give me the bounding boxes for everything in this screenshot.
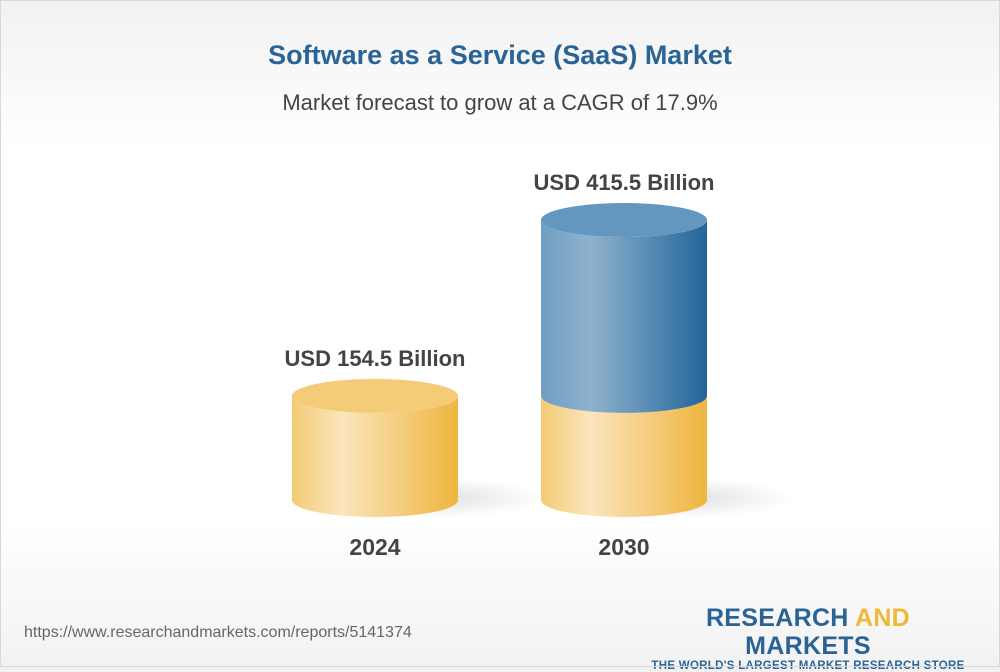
chart-subtitle: Market forecast to grow at a CAGR of 17.… xyxy=(282,90,718,115)
cylinder-growth-segment-2030 xyxy=(541,220,707,413)
logo-text-markets: MARKETS xyxy=(745,632,871,660)
cylinder-top-2030 xyxy=(541,203,707,237)
logo-text-research: RESEARCH xyxy=(705,604,855,632)
cylinder-body-2024 xyxy=(292,395,458,517)
cylinder-base-segment-2030 xyxy=(541,395,707,517)
data-label-2030: USD 415.5 Billion xyxy=(534,170,715,195)
cylinder-top-2024 xyxy=(292,378,458,413)
category-label-2024: 2024 xyxy=(349,534,400,560)
category-label-2030: 2030 xyxy=(598,534,649,560)
logo-tagline: THE WORLD'S LARGEST MARKET RESEARCH STOR… xyxy=(651,660,965,672)
chart-title: Software as a Service (SaaS) Market xyxy=(268,40,732,70)
logo-text-and: AND xyxy=(854,604,911,632)
source-url[interactable]: https://www.researchandmarkets.com/repor… xyxy=(24,624,412,641)
research-and-markets-logo: RESEARCH AND MARKETS THE WORLD'S LARGEST… xyxy=(640,604,976,672)
data-label-2024: USD 154.5 Billion xyxy=(285,346,466,371)
